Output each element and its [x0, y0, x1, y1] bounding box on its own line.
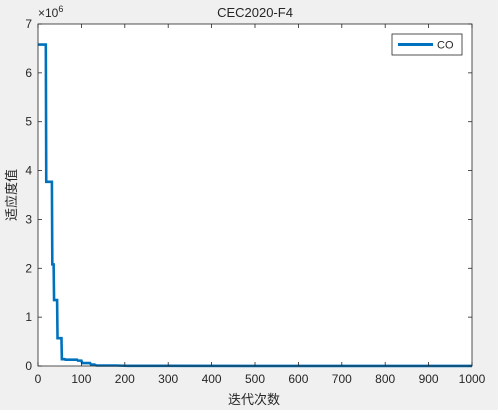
plot-area: [38, 24, 472, 366]
x-tick-label: 200: [115, 372, 135, 386]
y-tick-label: 1: [25, 310, 32, 324]
y-tick-label: 5: [25, 115, 32, 129]
x-tick-label: 300: [158, 372, 178, 386]
y-tick-label: 6: [25, 66, 32, 80]
y-tick-label: 3: [25, 212, 32, 226]
x-axis-label: 迭代次数: [228, 392, 280, 408]
x-tick-label: 900: [419, 372, 439, 386]
x-tick-label: 700: [332, 372, 352, 386]
y-tick-label: 2: [25, 261, 32, 275]
y-tick-label: 0: [25, 359, 32, 373]
x-tick-label: 1000: [459, 372, 486, 386]
y-exponent-label: ×106: [38, 4, 63, 20]
x-tick-label: 100: [71, 372, 91, 386]
y-tick-label: 4: [25, 164, 32, 178]
x-tick-label: 500: [245, 372, 265, 386]
x-tick-label: 600: [288, 372, 308, 386]
x-tick-label: 400: [202, 372, 222, 386]
ticks-layer: 0 100 200 300 400 500 600 700 800 900 1000 0 1 2 3 4 5 6 7: [25, 17, 485, 386]
legend: CO: [391, 33, 463, 56]
y-tick-label: 7: [25, 17, 32, 31]
legend-entry: CO: [437, 40, 454, 52]
x-tick-label: 800: [375, 372, 395, 386]
x-tick-label: 0: [35, 372, 42, 386]
y-axis-label: 适应度值: [4, 169, 20, 221]
chart-title: CEC2020-F4: [217, 5, 293, 20]
